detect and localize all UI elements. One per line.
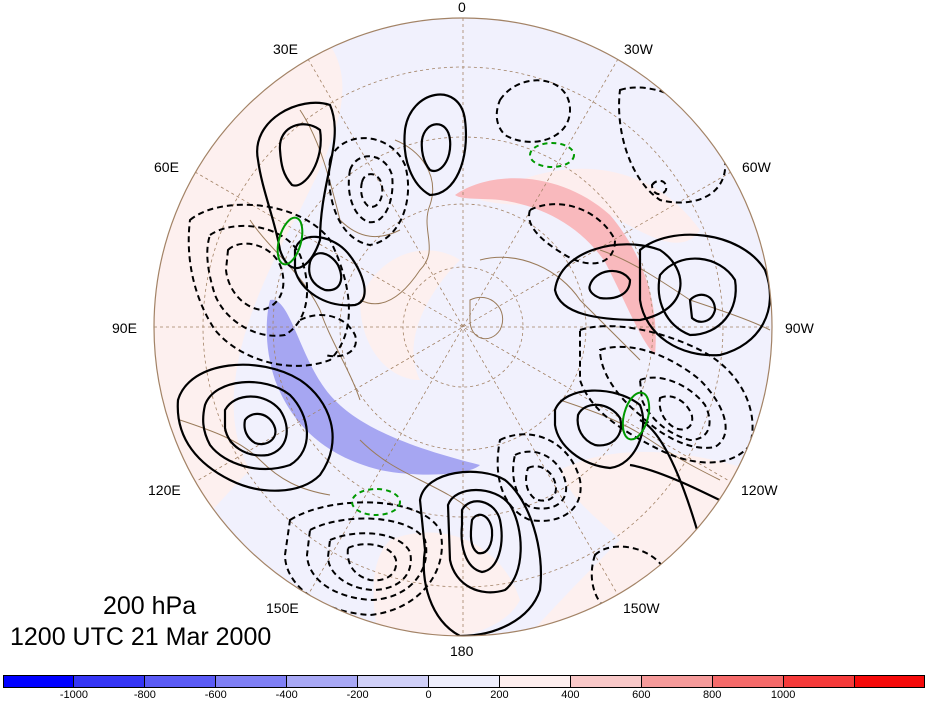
colorbar-tick-label: 1000 [770, 689, 796, 701]
colorbar-tick-label: 200 [490, 689, 509, 701]
shade-negative-band [266, 299, 480, 475]
colorbar-tick-label: 400 [561, 689, 580, 701]
colorbar-tick-label: -1000 [59, 689, 88, 701]
colorbar-cell [500, 675, 571, 688]
lon-label-180: 180 [450, 643, 474, 659]
colorbar-tick-label: -400 [275, 689, 298, 701]
lon-label-0: 0 [458, 0, 466, 15]
highlight-contours [276, 142, 651, 516]
lon-label-120e: 120E [148, 482, 181, 498]
map-border [153, 17, 773, 637]
colorbar-tick-label: -600 [204, 689, 227, 701]
colorbar-cell [358, 675, 429, 688]
colorbar-cell [216, 675, 287, 688]
colorbar-cell [429, 675, 500, 688]
lon-label-30w: 30W [624, 41, 653, 57]
colorbar-cell [855, 675, 925, 688]
colorbar-cell [287, 675, 358, 688]
lon-label-30e: 30E [273, 41, 298, 57]
colorbar [3, 675, 925, 688]
colorbar-tick-label: -200 [346, 689, 369, 701]
valid-time-caption: 1200 UTC 21 Mar 2000 [10, 623, 272, 651]
colorbar-tick-label: 0 [425, 689, 432, 701]
colorbar-tick-label: -800 [133, 689, 156, 701]
graticule [154, 18, 772, 636]
shade-positive-band [455, 178, 656, 355]
colorbar-cell [145, 675, 216, 688]
lon-label-120w: 120W [741, 482, 778, 498]
lon-label-150e: 150E [266, 600, 299, 616]
colorbar-cell [713, 675, 784, 688]
colorbar-tick-label: 600 [632, 689, 651, 701]
colorbar-cell [3, 675, 74, 688]
shade-positive-weak [360, 250, 460, 380]
lon-label-90w: 90W [785, 320, 814, 336]
colorbar-cell [74, 675, 145, 688]
colorbar-frame [3, 675, 925, 688]
colorbar-cell [784, 675, 855, 688]
lon-label-150w: 150W [623, 600, 660, 616]
colorbar-cell [571, 675, 642, 688]
colorbar-cell [642, 675, 713, 688]
lon-label-60w: 60W [742, 159, 771, 175]
colorbar-tick-label: 800 [703, 689, 722, 701]
level-caption: 200 hPa [103, 592, 197, 620]
lon-label-90e: 90E [112, 320, 137, 336]
negative-contours [187, 79, 754, 617]
lon-label-60e: 60E [154, 159, 179, 175]
